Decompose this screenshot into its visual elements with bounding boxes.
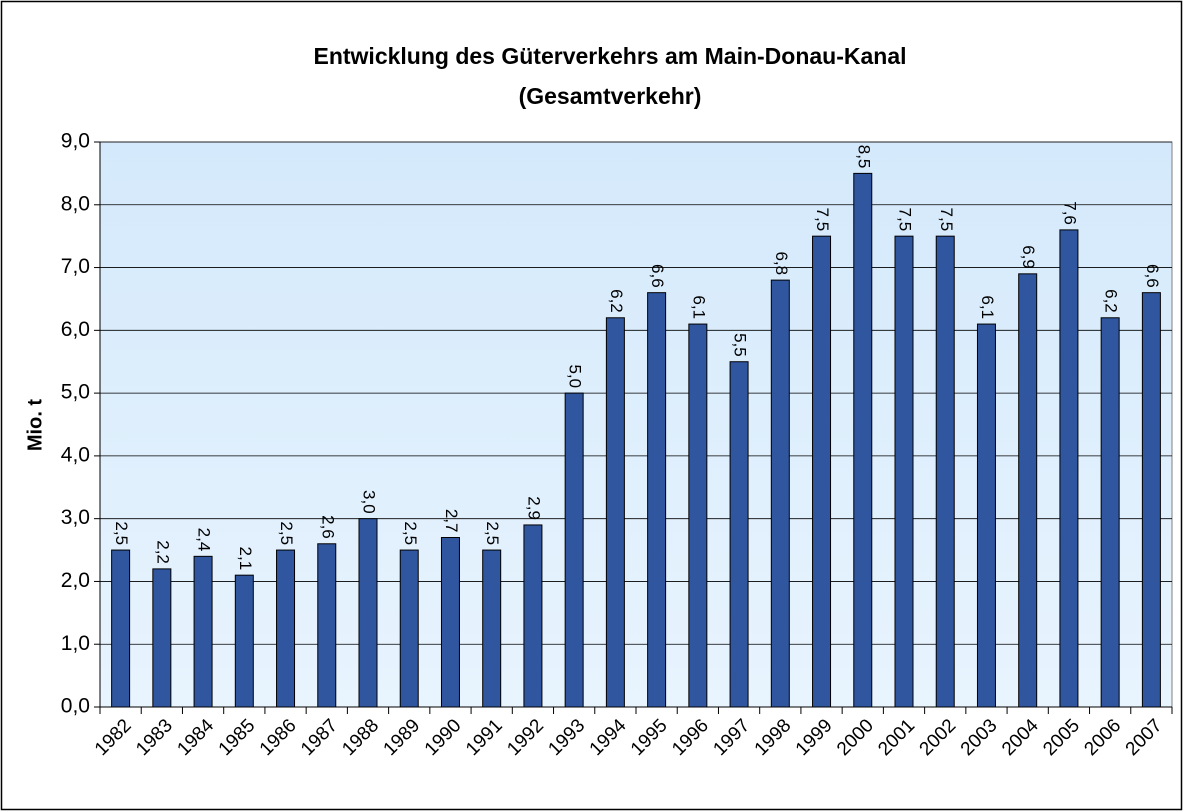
value-label: 7,5 — [813, 208, 832, 232]
value-label: 6,1 — [978, 295, 997, 319]
bar — [276, 549, 296, 708]
value-label: 2,6 — [318, 515, 337, 539]
bar — [523, 524, 543, 708]
value-label: 6,2 — [607, 289, 626, 313]
bar — [976, 323, 996, 708]
bar — [358, 518, 378, 708]
value-label: 8,5 — [854, 145, 873, 169]
value-label: 6,6 — [1143, 264, 1162, 288]
value-label: 7,5 — [937, 208, 956, 232]
y-axis-label: Mio. t — [24, 399, 46, 452]
bar — [935, 235, 955, 708]
value-label: 5,5 — [731, 333, 750, 357]
value-label: 3,0 — [360, 490, 379, 514]
y-tick-label: 0,0 — [61, 695, 90, 718]
plot-area — [99, 141, 1173, 708]
bar — [399, 549, 419, 708]
value-label: 6,1 — [689, 295, 708, 319]
value-label: 2,1 — [236, 547, 255, 571]
chart-title: Entwicklung des Güterverkehrs am Main-Do… — [313, 43, 906, 69]
value-label: 2,5 — [401, 521, 420, 545]
value-label: 2,5 — [112, 521, 131, 545]
bar — [564, 392, 584, 708]
value-label: 6,2 — [1102, 289, 1121, 313]
y-tick-label: 2,0 — [61, 569, 90, 592]
y-tick-label: 8,0 — [61, 192, 90, 215]
value-label: 5,0 — [566, 364, 585, 388]
bar — [688, 323, 708, 708]
bar — [1018, 273, 1038, 708]
value-label: 6,9 — [1019, 245, 1038, 269]
bar — [152, 568, 172, 708]
bar — [812, 235, 832, 708]
value-label: 6,6 — [648, 264, 667, 288]
bar — [1100, 317, 1120, 708]
bar — [605, 317, 625, 708]
value-label: 2,4 — [195, 528, 214, 552]
y-tick-label: 3,0 — [61, 506, 90, 529]
bar — [853, 172, 873, 708]
bar — [317, 543, 337, 708]
bar — [1141, 292, 1161, 708]
bar — [647, 292, 667, 708]
bar — [234, 574, 254, 708]
value-label: 2,2 — [153, 540, 172, 564]
value-label: 6,8 — [772, 251, 791, 275]
bar — [1059, 229, 1079, 708]
value-label: 7,6 — [1060, 201, 1079, 225]
value-label: 2,5 — [277, 521, 296, 545]
value-label: 2,9 — [524, 496, 543, 520]
y-tick-label: 5,0 — [61, 381, 90, 404]
value-label: 7,5 — [896, 208, 915, 232]
y-tick-label: 6,0 — [61, 318, 90, 341]
value-label: 2,7 — [442, 509, 461, 533]
y-tick-label: 4,0 — [61, 443, 90, 466]
bar — [894, 235, 914, 708]
y-tick-label: 9,0 — [61, 130, 90, 153]
y-tick-label: 1,0 — [61, 632, 90, 655]
bar — [440, 537, 460, 708]
bar — [729, 361, 749, 708]
y-tick-label: 7,0 — [61, 255, 90, 278]
bar — [193, 555, 213, 708]
bar — [111, 549, 131, 708]
value-label: 2,5 — [483, 521, 502, 545]
chart-subtitle: (Gesamtverkehr) — [519, 83, 702, 109]
bar — [482, 549, 502, 708]
bar — [770, 279, 790, 708]
